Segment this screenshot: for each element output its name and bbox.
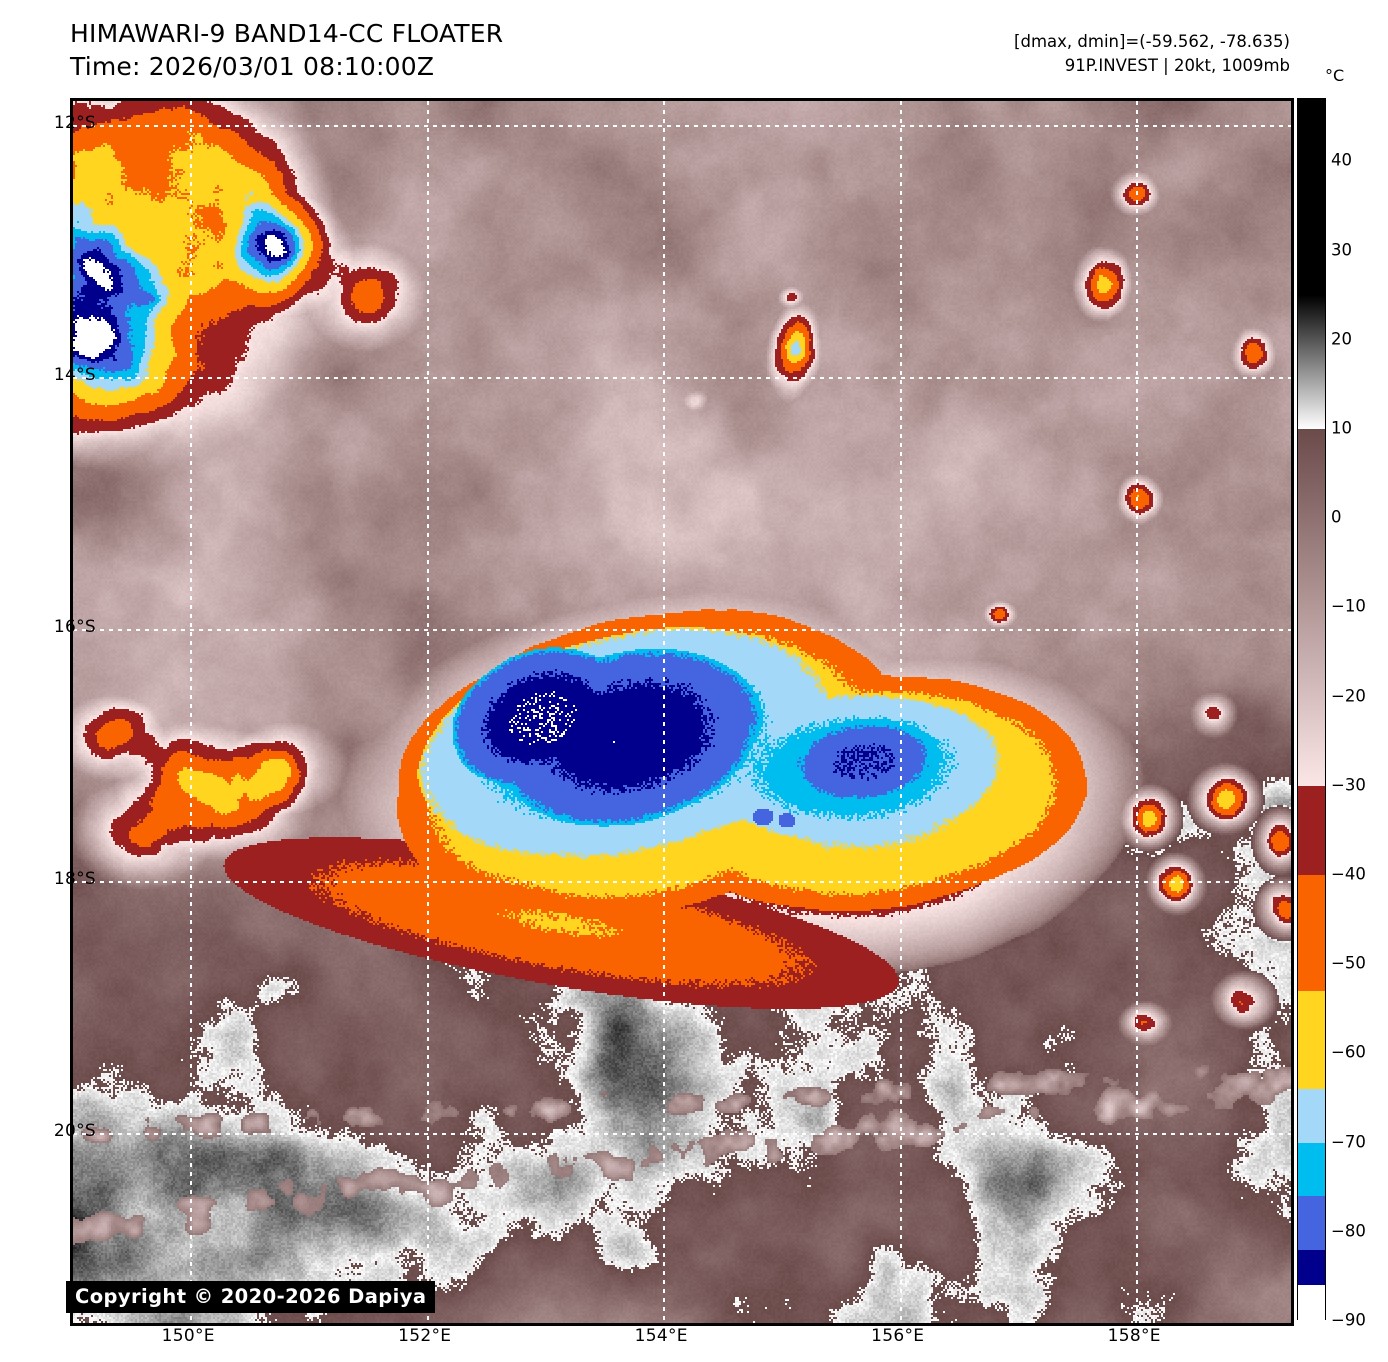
longitude-tick-label: 152°E [398,1326,452,1346]
header-metadata-block: [dmax, dmin]=(-59.562, -78.635) 91P.INVE… [1014,30,1290,78]
colorbar-tick-label: −40 [1331,864,1366,884]
satellite-infrared-image [73,101,1291,1323]
colorbar-tick-label: −20 [1331,686,1366,706]
colorbar-tick-label: −90 [1331,1310,1366,1330]
colorbar-segment [1298,1142,1325,1197]
colorbar-segment [1298,875,1325,991]
colorbar-tick-label: 10 [1331,418,1352,438]
longitude-tick-label: 158°E [1107,1326,1161,1346]
colorbar-segment [1298,295,1325,429]
colorbar-tick-label: −70 [1331,1132,1366,1152]
header-title-block: HIMAWARI-9 BAND14-CC FLOATER Time: 2026/… [70,18,503,83]
colorbar-tick-label: −60 [1331,1042,1366,1062]
colorbar-unit-label: °C [1325,66,1345,85]
latitude-tick-label: 20°S [53,1121,96,1142]
colorbar-segment [1298,1089,1325,1143]
colorbar-tick-label: −80 [1331,1221,1366,1241]
longitude-tick-label: 154°E [634,1326,688,1346]
colorbar-gradient [1297,98,1326,1321]
colorbar-tick-label: 0 [1331,507,1342,527]
timestamp-line: Time: 2026/03/01 08:10:00Z [70,51,435,81]
latitude-tick-label: 14°S [53,365,96,386]
colorbar-tick-label: 30 [1331,240,1352,260]
colorbar-tick-label: 20 [1331,329,1352,349]
colorbar-tick-label: −30 [1331,775,1366,795]
storm-info-label: 91P.INVEST | 20kt, 1009mb [1064,55,1290,75]
copyright-banner: Copyright © 2020-2026 Dapiya [66,1281,436,1313]
latitude-tick-label: 18°S [53,869,96,890]
latitude-tick-label: 12°S [53,113,96,134]
colorbar-segment [1298,785,1325,875]
satellite-map-plot[interactable] [70,98,1294,1326]
temperature-colorbar[interactable]: 40 30 20 10 0 −10 −20 −30 −40 −50 −60 −70 −80 −90 [1297,98,1366,1330]
colorbar-tick-label: −50 [1331,953,1366,973]
longitude-tick-label: 156°E [871,1326,925,1346]
colorbar-segment [1298,1285,1325,1321]
dmax-dmin-label: [dmax, dmin]=(-59.562, -78.635) [1014,32,1290,51]
colorbar-segment [1298,990,1325,1090]
colorbar-segment [1298,99,1325,296]
colorbar-tick-label: 40 [1331,150,1352,170]
page-title: HIMAWARI-9 BAND14-CC FLOATER [70,19,504,48]
colorbar-tick-label: −10 [1331,596,1366,616]
colorbar-segment [1298,429,1325,786]
satellite-image-clip [73,101,1291,1323]
colorbar-segment [1298,1196,1325,1250]
colorbar-segment [1298,1249,1325,1286]
longitude-tick-label: 150°E [161,1326,215,1346]
latitude-tick-label: 16°S [53,617,96,638]
